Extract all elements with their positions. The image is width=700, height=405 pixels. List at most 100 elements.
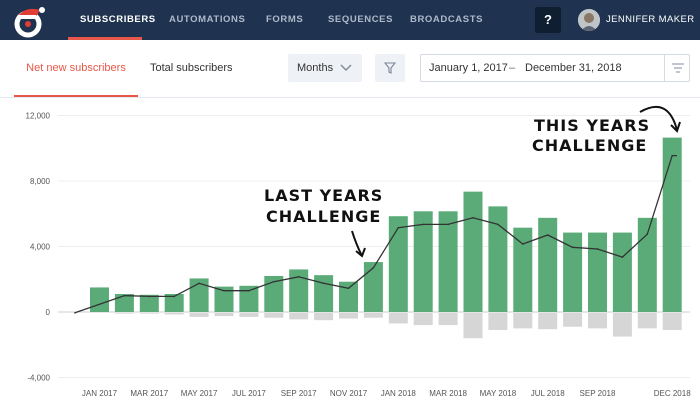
net-point [372, 266, 375, 269]
bar-new-subscribers [139, 294, 159, 312]
date-range-end: December 31, 2018 [525, 62, 622, 74]
net-point [522, 243, 524, 245]
report-toolbar: Net new subscribers Total subscribers Mo… [0, 40, 700, 98]
bar-new-subscribers [239, 285, 259, 312]
y-tick-label: 8,000 [30, 177, 51, 186]
net-point [621, 256, 624, 258]
convertkit-santa-logo-icon[interactable] [12, 4, 48, 38]
bar-unsubscribes [637, 313, 657, 329]
bar-new-subscribers [164, 293, 184, 312]
bar-unsubscribes [264, 313, 284, 318]
net-point [322, 282, 325, 285]
nav-sequences[interactable]: SEQUENCES [328, 14, 394, 25]
x-tick-label: MAR 2018 [429, 389, 467, 398]
net-new-subscribers-chart: 12,000 8,000 4,000 0 -4,000 JAN 2017 MAR 2017 M… [26, 106, 691, 398]
annotation-arrowhead-this-years [670, 121, 681, 133]
date-range-separator: – [509, 62, 516, 74]
bar-new-subscribers [463, 191, 483, 312]
bar-unsubscribes [438, 313, 458, 326]
annotation-last-years-line2: CHALLENGE [266, 207, 381, 226]
bar-unsubscribes [662, 313, 682, 331]
user-avatar-icon [578, 9, 600, 31]
x-tick-label: JUL 2017 [232, 389, 267, 398]
net-point [223, 289, 225, 292]
bar-unsubscribes [413, 313, 433, 326]
user-name[interactable]: JENNIFER MAKER [606, 14, 695, 25]
bar-new-subscribers [538, 217, 558, 312]
net-point [571, 246, 574, 249]
net-point [248, 289, 250, 292]
net-point [596, 248, 599, 250]
filter-button[interactable] [375, 54, 405, 82]
bar-new-subscribers [388, 216, 408, 312]
bar-unsubscribes [488, 313, 508, 331]
net-point [347, 287, 350, 290]
net-point [397, 226, 400, 229]
net-point [646, 233, 649, 236]
nav-active-indicator [68, 37, 142, 40]
bar-new-subscribers [363, 262, 383, 312]
net-point [123, 294, 126, 297]
toolbar-divider [0, 97, 700, 98]
top-navigation-bar: SUBSCRIBERS AUTOMATIONS FORMS SEQUENCES … [0, 0, 700, 40]
annotation-arrowhead-last-years [355, 247, 366, 258]
net-point [447, 223, 449, 226]
bar-unsubscribes [588, 313, 607, 329]
bar-new-subscribers [637, 217, 657, 312]
y-tick-label: 4,000 [30, 243, 51, 252]
nav-subscribers[interactable]: SUBSCRIBERS [80, 14, 156, 25]
bar-new-subscribers [264, 275, 284, 312]
bar-new-subscribers [438, 211, 458, 312]
date-range-start: January 1, 2017 [429, 62, 508, 74]
net-point [497, 223, 499, 226]
bar-unsubscribes [538, 313, 558, 330]
x-tick-label: DEC 2018 [654, 389, 691, 398]
period-select[interactable]: Months [288, 54, 362, 82]
nav-broadcasts[interactable]: BROADCASTS [410, 14, 484, 25]
nav-automations[interactable]: AUTOMATIONS [169, 14, 246, 25]
x-tick-label: MAY 2018 [480, 389, 517, 398]
annotation-this-years-line2: CHALLENGE [532, 136, 647, 155]
bar-unsubscribes [214, 313, 234, 317]
bar-unsubscribes [314, 313, 334, 321]
net-point [671, 154, 673, 157]
date-range-divider [664, 55, 665, 81]
net-point [148, 295, 151, 298]
bar-new-subscribers [588, 232, 607, 312]
x-tick-label: MAY 2017 [181, 389, 218, 398]
bar-unsubscribes [513, 313, 533, 329]
y-tick-label: -4,000 [27, 374, 50, 383]
tab-active-indicator [14, 95, 138, 97]
bar-unsubscribes [563, 313, 583, 327]
bar-new-subscribers [314, 275, 334, 312]
period-select-value: Months [297, 62, 334, 74]
net-point [198, 282, 200, 285]
bar-unsubscribes [164, 313, 184, 315]
help-button[interactable]: ? [535, 7, 561, 33]
x-tick-label: SEP 2017 [281, 389, 317, 398]
bar-new-subscribers [513, 227, 533, 312]
bar-new-subscribers [563, 232, 583, 312]
bar-new-subscribers [662, 137, 682, 312]
bar-new-subscribers [339, 281, 358, 312]
avatar[interactable] [578, 9, 600, 31]
bar-unsubscribes [139, 313, 159, 314]
date-range-picker[interactable]: January 1, 2017 – December 31, 2018 [420, 54, 690, 82]
bar-new-subscribers [114, 293, 134, 312]
filter-funnel-icon [384, 62, 396, 74]
bar-unsubscribes [612, 313, 632, 337]
bar-new-subscribers [189, 278, 209, 312]
nav-forms[interactable]: FORMS [266, 14, 304, 25]
net-point [546, 234, 549, 236]
sort-lines-icon[interactable] [671, 63, 685, 73]
net-point [472, 217, 474, 219]
net-point [74, 312, 76, 314]
net-point [173, 295, 175, 298]
net-point [422, 223, 425, 226]
chevron-down-icon [340, 64, 352, 71]
tab-net-new-subscribers[interactable]: Net new subscribers [26, 62, 126, 74]
annotation-this-years-line1: THIS YEARS [534, 116, 650, 135]
bar-unsubscribes [189, 313, 209, 317]
x-tick-label: MAR 2017 [130, 389, 168, 398]
tab-total-subscribers[interactable]: Total subscribers [150, 62, 233, 74]
